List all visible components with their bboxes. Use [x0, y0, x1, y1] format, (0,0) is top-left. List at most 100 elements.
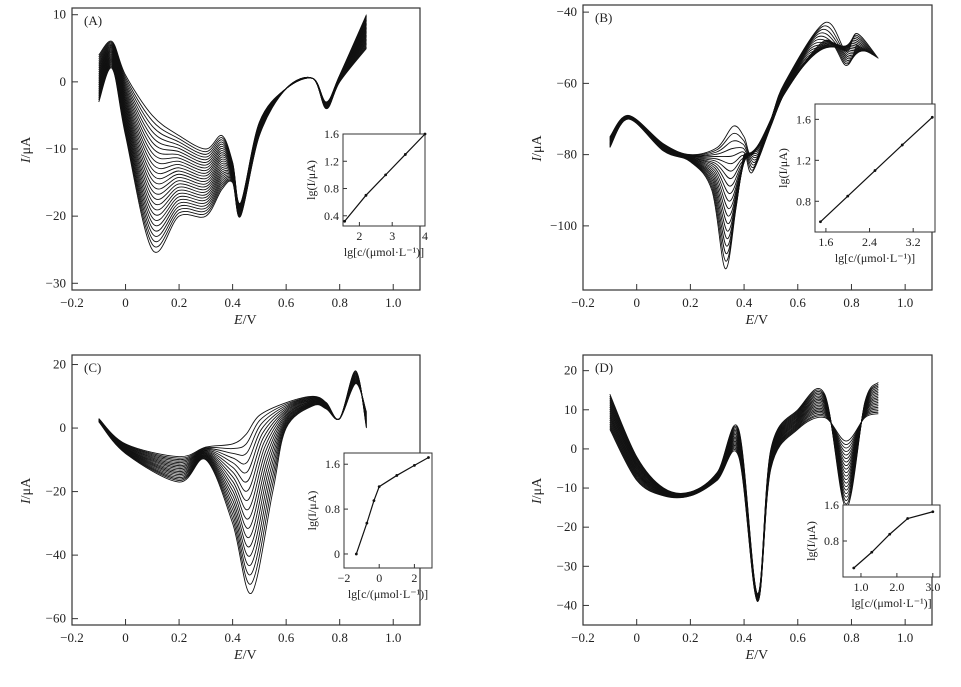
inset-data-point — [413, 463, 416, 467]
inset-y-axis-label: lg(I/μA) — [804, 521, 818, 561]
x-axis-label: E/V — [233, 313, 257, 328]
inset-frame — [342, 133, 426, 227]
voltammogram-curve — [609, 395, 879, 598]
inset-data-point — [423, 132, 427, 136]
x-tick-label: −0.2 — [60, 630, 84, 645]
y-axis-label-symbol: I — [530, 156, 545, 163]
inset-x-tick-label: 2 — [356, 229, 362, 243]
inset-frame — [842, 504, 941, 578]
inset-x-tick-label: 3 — [389, 229, 395, 243]
inset-x-tick-label: 3.2 — [906, 235, 921, 249]
inset-y-tick-label: 1.2 — [324, 154, 339, 168]
inset-x-axis-label: lg[c/(μmol·L⁻¹)] — [835, 251, 915, 265]
inset-data-point — [365, 521, 369, 525]
voltammogram-curve — [98, 382, 367, 585]
inset-x-tick-label: 3.0 — [925, 580, 940, 594]
inset-frame — [814, 103, 936, 233]
x-tick-label: 0.8 — [332, 630, 348, 645]
y-axis-label: I/μA — [19, 136, 34, 164]
inset-data-point — [395, 474, 399, 477]
y-tick-label: −10 — [557, 480, 577, 495]
inset-data-point — [852, 566, 856, 570]
inset-y-tick-label: 0.4 — [324, 209, 339, 223]
y-tick-label: −20 — [557, 519, 577, 534]
y-axis-label: I/μA — [530, 477, 545, 505]
y-tick-label: 20 — [564, 363, 577, 378]
y-tick-label: −10 — [46, 141, 66, 156]
y-axis-label-unit: /μA — [530, 477, 545, 499]
y-tick-label: 10 — [53, 7, 66, 22]
y-axis-label-symbol: I — [530, 498, 545, 505]
inset-data-point — [384, 173, 388, 177]
y-axis-label: I/μA — [19, 477, 34, 505]
voltammogram-curve — [98, 371, 367, 459]
inset-y-axis-label: lg(I/μA) — [305, 491, 319, 531]
x-axis-label-unit: /V — [754, 648, 768, 663]
x-tick-label: 0.8 — [843, 295, 859, 310]
y-axis-label-unit: /μA — [19, 136, 34, 158]
inset-calibration-plot: 2 3 4 0.4 0.8 1.2 1.6 lg[c/(μmol·L⁻¹)] lg(I/μA) — [304, 127, 428, 259]
voltammogram-curve — [609, 39, 858, 270]
x-axis-label-symbol: E — [745, 313, 755, 328]
voltammogram-curve — [98, 374, 367, 492]
inset-y-tick-label: 1.6 — [324, 127, 339, 141]
inset-data-point — [900, 143, 904, 147]
x-tick-label: 0.4 — [224, 295, 241, 310]
y-tick-label: 0 — [60, 74, 67, 89]
inset-calibration-plot: 1.0 2.0 3.0 0.8 1.6 lg[c/(μmol·L⁻¹)] lg(I/μA) — [804, 498, 941, 610]
y-tick-label: −20 — [46, 208, 66, 223]
inset-y-tick-label: 1.6 — [824, 498, 839, 512]
x-axis-label-unit: /V — [243, 313, 257, 328]
x-axis-label: E/V — [745, 648, 769, 663]
inset-data-point — [372, 499, 376, 503]
inset-y-axis-label: lg(I/μA) — [776, 148, 790, 188]
x-axis-label: E/V — [233, 648, 257, 663]
x-tick-label: −0.2 — [60, 295, 84, 310]
inset-data-point — [930, 115, 934, 119]
x-axis-label-unit: /V — [243, 648, 257, 663]
inset-data-point — [403, 153, 407, 156]
voltammogram-curve — [98, 383, 367, 594]
x-tick-label: 0.6 — [278, 295, 295, 310]
inset-data-point — [819, 220, 822, 224]
inset-x-tick-label: 0 — [376, 571, 382, 585]
y-tick-label: −30 — [46, 275, 66, 290]
inset-calibration-plot: 1.6 2.4 3.20.81.21.6lg[c/(μmol·L⁻¹)]lg(I/μ… — [776, 103, 936, 265]
y-axis-label: I/μA — [530, 134, 545, 162]
y-tick-label: 10 — [564, 402, 577, 417]
x-axis-label-unit: /V — [754, 313, 768, 328]
y-axis-label-unit: /μA — [530, 134, 545, 156]
inset-data-point — [870, 550, 874, 554]
x-tick-label: 0.8 — [843, 630, 859, 645]
y-axis-label-symbol: I — [19, 498, 34, 505]
voltammogram-curve — [609, 413, 879, 602]
y-axis-label-symbol: I — [19, 157, 34, 164]
plot-frame — [582, 354, 933, 626]
x-tick-label: 0 — [122, 630, 129, 645]
x-tick-label: 0 — [122, 295, 129, 310]
inset-y-tick-label: 1.6 — [796, 112, 811, 126]
y-axis-label-unit: /μA — [19, 477, 34, 499]
inset-x-tick-label: −2 — [338, 571, 351, 585]
inset-y-tick-label: 1.6 — [325, 457, 340, 471]
voltammogram-curve — [98, 48, 367, 253]
x-axis-label-symbol: E — [745, 648, 755, 663]
inset-y-tick-label: 1.2 — [796, 153, 811, 167]
x-tick-label: 1.0 — [385, 295, 401, 310]
x-tick-label: 0.2 — [171, 630, 187, 645]
inset-data-point — [354, 552, 358, 556]
panel-b: −0.2 0 0.2 0.4 0.6 0.8 1.0 −40 −60 −80 −100 (B) E/V I… — [530, 4, 936, 328]
voltammogram-curve — [98, 371, 367, 461]
y-tick-label: 20 — [53, 357, 66, 372]
x-tick-label: −0.2 — [571, 295, 595, 310]
y-tick-label: −80 — [557, 147, 577, 162]
y-tick-label: −60 — [46, 611, 66, 626]
x-tick-label: 0.2 — [682, 295, 698, 310]
panel-c: −0.2 0 0.2 0.4 0.6 0.8 1.0200−20−40−60(C)E/VI/… — [19, 354, 433, 663]
y-tick-label: −60 — [557, 75, 577, 90]
inset-x-tick-label: 2.4 — [862, 235, 877, 249]
x-tick-label: 1.0 — [897, 295, 913, 310]
x-tick-label: 0.2 — [171, 295, 187, 310]
inset-y-tick-label: 0 — [334, 547, 340, 561]
